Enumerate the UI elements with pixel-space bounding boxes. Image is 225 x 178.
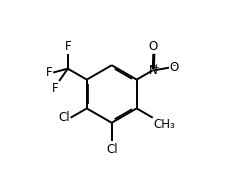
Text: F: F [46,66,52,79]
Text: F: F [52,82,58,95]
Text: -: - [172,61,175,70]
Text: O: O [148,40,157,53]
Text: Cl: Cl [58,111,70,124]
Text: N: N [148,64,156,77]
Text: F: F [64,40,71,53]
Text: +: + [152,63,159,72]
Text: Cl: Cl [106,143,117,156]
Text: CH₃: CH₃ [153,118,174,131]
Text: O: O [169,61,178,74]
